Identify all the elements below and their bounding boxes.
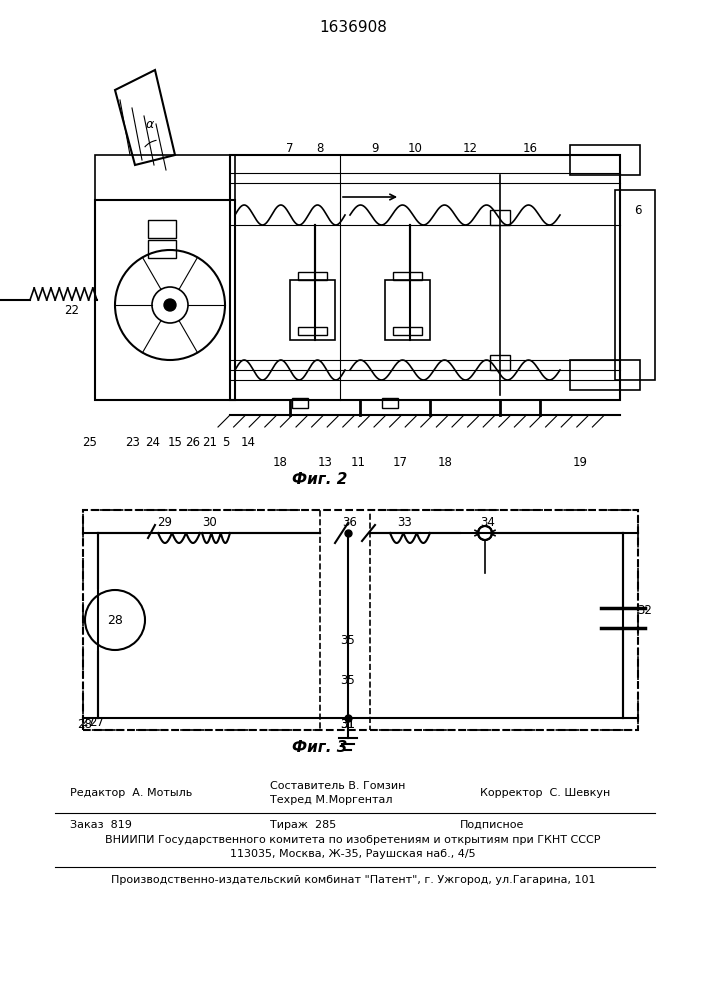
Text: 35: 35: [341, 674, 356, 686]
Text: Тираж  285: Тираж 285: [270, 820, 337, 830]
Bar: [83, 510, 320, 730]
Text: Составитель В. Гомзин: Составитель В. Гомзин: [270, 781, 405, 791]
Text: 17: 17: [392, 456, 407, 468]
Circle shape: [164, 299, 176, 311]
Text: Корректор  С. Шевкун: Корректор С. Шевкун: [480, 788, 610, 798]
Text: 25: 25: [83, 436, 98, 450]
Text: 18: 18: [273, 456, 288, 468]
Text: 23: 23: [126, 436, 141, 450]
Bar: [570, 145, 640, 175]
Bar: [570, 360, 640, 390]
Bar: [382, 398, 398, 408]
Text: Заказ  819: Заказ 819: [70, 820, 132, 830]
Text: 28: 28: [78, 718, 93, 732]
Bar: [148, 240, 176, 258]
Text: 27: 27: [81, 716, 95, 728]
Text: 32: 32: [638, 603, 653, 616]
Text: 27: 27: [90, 716, 105, 728]
Text: 26: 26: [185, 436, 201, 450]
Text: 22: 22: [64, 304, 79, 316]
Bar: [83, 510, 638, 730]
Text: Фиг. 3: Фиг. 3: [292, 740, 348, 756]
Text: 11: 11: [351, 456, 366, 468]
Text: 33: 33: [397, 516, 412, 528]
Bar: [95, 200, 235, 400]
Text: 7: 7: [286, 141, 293, 154]
Text: 10: 10: [407, 141, 423, 154]
Text: 5: 5: [222, 436, 230, 450]
Bar: [490, 355, 510, 370]
Text: Техред М.Моргентал: Техред М.Моргентал: [270, 795, 392, 805]
Bar: [615, 190, 655, 380]
Text: 9: 9: [371, 141, 379, 154]
Text: 12: 12: [462, 141, 477, 154]
Text: 24: 24: [146, 436, 160, 450]
Text: 16: 16: [522, 141, 537, 154]
Text: 8: 8: [316, 141, 324, 154]
Text: Подписное: Подписное: [460, 820, 525, 830]
Text: 30: 30: [203, 516, 217, 528]
Text: 15: 15: [168, 436, 182, 450]
Text: 19: 19: [573, 456, 588, 468]
Text: 31: 31: [341, 718, 356, 732]
Text: 13: 13: [317, 456, 332, 468]
Text: $\alpha$: $\alpha$: [145, 118, 155, 131]
Text: Фиг. 2: Фиг. 2: [292, 473, 348, 488]
Text: 31: 31: [341, 718, 356, 730]
Bar: [148, 220, 176, 238]
Text: 14: 14: [240, 436, 255, 450]
Text: 1636908: 1636908: [319, 20, 387, 35]
Bar: [230, 155, 620, 400]
Text: 36: 36: [343, 516, 358, 528]
Text: 34: 34: [481, 516, 496, 528]
Text: ВНИИПИ Государственного комитета по изобретениям и открытиям при ГКНТ СССР: ВНИИПИ Государственного комитета по изоб…: [105, 835, 601, 845]
Bar: [292, 398, 308, 408]
Text: 35: 35: [341, 634, 356, 647]
Bar: [370, 510, 638, 730]
Text: Производственно-издательский комбинат "Патент", г. Ужгород, ул.Гагарина, 101: Производственно-издательский комбинат "П…: [111, 875, 595, 885]
Text: Редактор  А. Мотыль: Редактор А. Мотыль: [70, 788, 192, 798]
Text: 29: 29: [158, 516, 173, 528]
Text: 113035, Москва, Ж-35, Раушская наб., 4/5: 113035, Москва, Ж-35, Раушская наб., 4/5: [230, 849, 476, 859]
Bar: [490, 210, 510, 225]
Text: 18: 18: [438, 456, 452, 468]
Bar: [95, 155, 235, 200]
Text: 28: 28: [107, 613, 123, 626]
Text: 6: 6: [634, 204, 642, 217]
Text: 21: 21: [202, 436, 218, 450]
